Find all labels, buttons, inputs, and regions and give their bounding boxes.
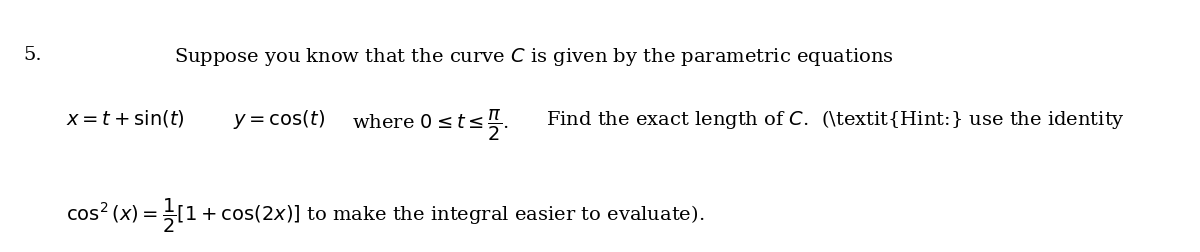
Text: $\cos^2(x) = \dfrac{1}{2}\left[1 + \cos(2x)\right]$ to make the integral easier : $\cos^2(x) = \dfrac{1}{2}\left[1 + \cos(… (66, 196, 704, 234)
Text: $x = t + \sin(t)$: $x = t + \sin(t)$ (66, 107, 185, 128)
Text: where $0 \leq t \leq \dfrac{\pi}{2}$.: where $0 \leq t \leq \dfrac{\pi}{2}$. (352, 107, 509, 142)
Text: 5.: 5. (23, 46, 42, 64)
Text: Find the exact length of $C$.  (\textit{Hint:} use the identity: Find the exact length of $C$. (\textit{H… (546, 107, 1124, 130)
Text: $y = \cos(t)$: $y = \cos(t)$ (233, 107, 325, 130)
Text: Suppose you know that the curve $C$ is given by the parametric equations: Suppose you know that the curve $C$ is g… (174, 46, 894, 68)
